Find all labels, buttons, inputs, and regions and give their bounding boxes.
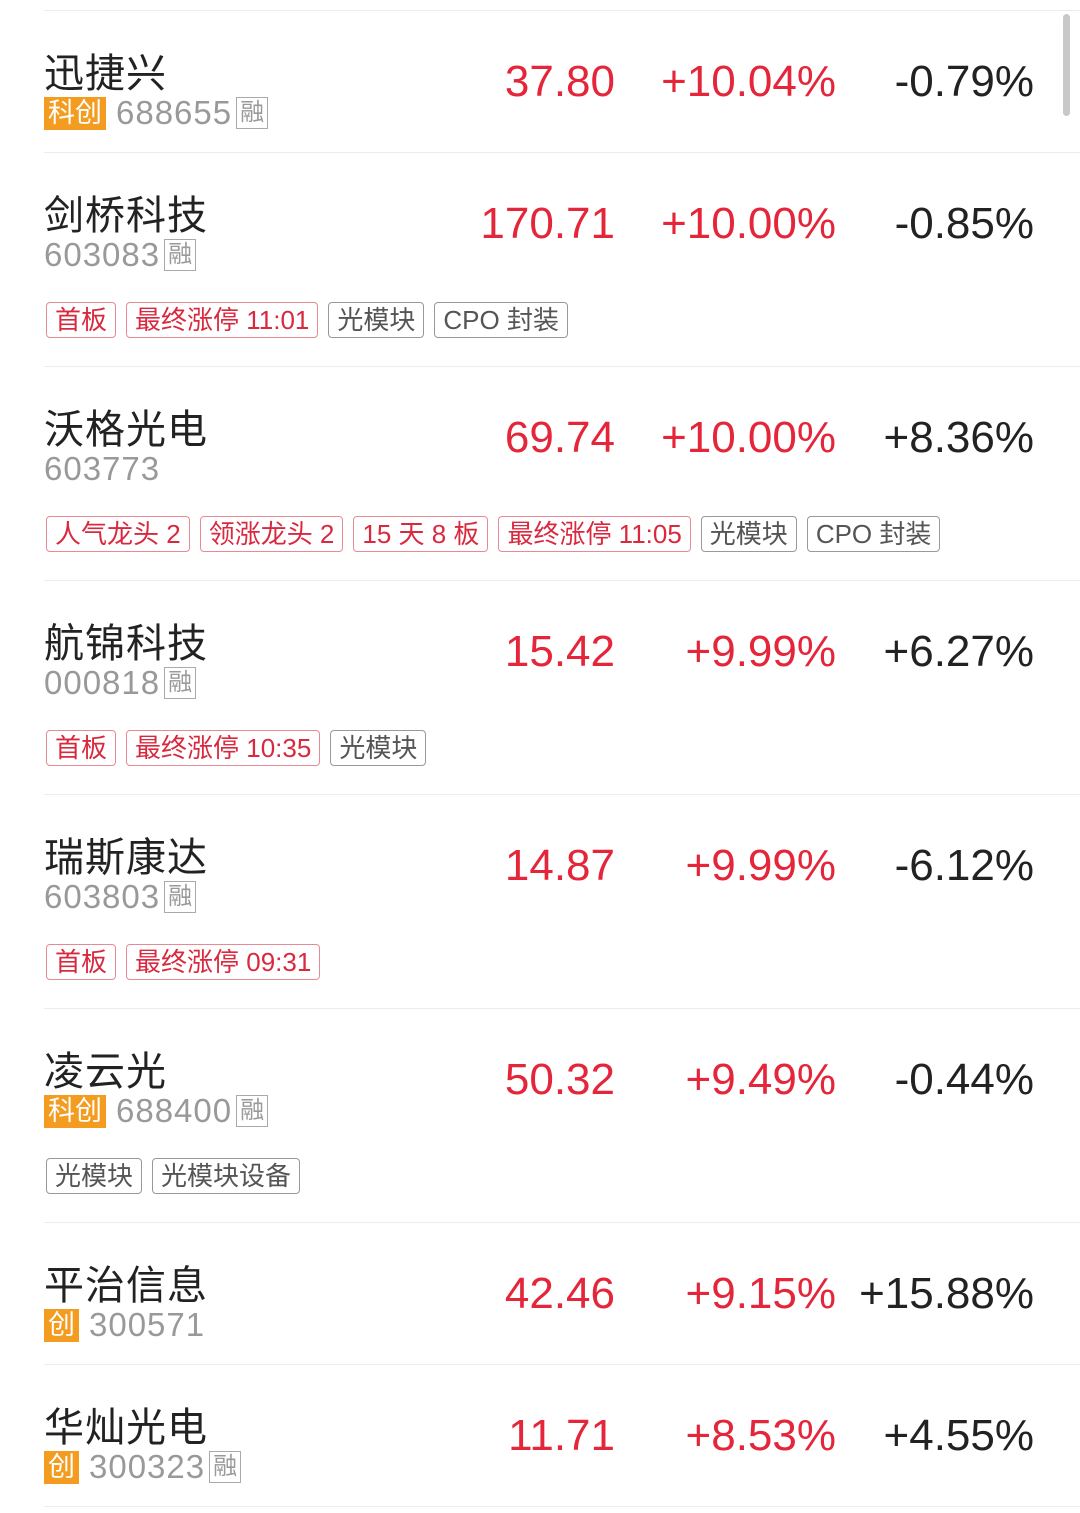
tag[interactable]: 光模块 [700,516,797,552]
change-percent: +10.00% [661,413,836,462]
secondary-percent: +15.88% [859,1269,1034,1318]
code-line: 科创 688655 融 [44,93,269,133]
stock-name: 剑桥科技 [44,194,208,238]
board-badge: 科创 [44,96,106,130]
code-line: 创 300571 [44,1305,205,1345]
tag[interactable]: 人气龙头 2 [46,516,190,552]
margin-badge: 融 [164,667,197,699]
stock-code: 603773 [44,450,161,487]
tag[interactable]: 光模块 [328,302,425,338]
change-percent: +9.99% [685,627,836,676]
change-percent: +10.04% [661,57,836,106]
stock-name: 沃格光电 [44,408,208,452]
change-percent: +10.00% [661,199,836,248]
tag-list: 首板 最终涨停 11:01 光模块 CPO 封装 [46,302,568,338]
code-line: 603083 融 [44,235,197,275]
stock-code: 688655 [116,94,233,131]
stock-row[interactable]: 剑桥科技 603083 融 170.71 +10.00% -0.85% 首板 最终涨停 11:… [44,153,1080,367]
stock-row[interactable]: 平治信息创 300571 42.46 +9.15% +15.88% [44,1223,1080,1365]
stock-name: 航锦科技 [44,622,208,666]
secondary-percent: +6.27% [883,627,1034,676]
tag-list: 首板 最终涨停 09:31 [46,944,321,980]
tag[interactable]: 首板 [46,944,117,980]
stock-code: 603083 [44,236,161,273]
price: 11.71 [508,1411,615,1460]
tag[interactable]: CPO 封装 [434,302,568,338]
board-badge: 创 [44,1308,79,1342]
stock-name: 凌云光 [44,1050,167,1094]
stock-code: 300323 [89,1448,206,1485]
margin-badge: 融 [164,881,197,913]
tag[interactable]: 光模块 [46,1158,143,1194]
price: 50.32 [504,1055,615,1104]
margin-badge: 融 [236,1095,269,1127]
board-badge: 科创 [44,1094,106,1128]
margin-badge: 融 [209,1451,242,1483]
stock-row[interactable]: 迅捷兴 科创 688655 融 37.80 +10.04% -0.79% [44,11,1080,153]
change-percent: +9.49% [685,1055,836,1104]
price: 170.71 [480,199,615,248]
tag[interactable]: 最终涨停 10:35 [126,730,321,766]
price: 69.74 [504,413,615,462]
secondary-percent: -0.79% [894,57,1034,106]
price: 14.87 [504,841,615,890]
tag-list: 人气龙头 2 领涨龙头 2 15 天 8 板最终涨停 11:05 光模块 CPO 封装 [46,516,941,552]
tag[interactable]: 首板 [46,730,117,766]
tag-list: 光模块 光模块设备 [46,1158,301,1194]
board-badge: 创 [44,1450,79,1484]
tag[interactable]: 最终涨停 11:05 [498,516,691,552]
code-line: 603803 融 [44,877,197,917]
stock-list: 迅捷兴 科创 688655 融 37.80 +10.04% -0.79% 剑桥科技 603083… [44,10,1080,1507]
stock-name: 瑞斯康达 [44,836,208,880]
stock-code: 603803 [44,878,161,915]
stock-code: 300571 [89,1306,206,1343]
secondary-percent: -0.44% [894,1055,1034,1104]
secondary-percent: -6.12% [894,841,1034,890]
tag[interactable]: 最终涨停 09:31 [126,944,321,980]
tag[interactable]: 光模块设备 [152,1158,301,1194]
scrollbar[interactable] [1063,14,1070,116]
tag[interactable]: 光模块 [330,730,427,766]
price: 15.42 [504,627,615,676]
tag[interactable]: 15 天 8 板 [353,516,489,552]
stock-name: 平治信息 [44,1264,208,1308]
secondary-percent: +8.36% [883,413,1034,462]
price: 37.80 [504,57,615,106]
change-percent: +9.99% [685,841,836,890]
secondary-percent: +4.55% [883,1411,1034,1460]
stock-row[interactable]: 沃格光电 603773 69.74 +10.00% +8.36% 人气龙头 2 领涨龙头 2… [44,367,1080,581]
tag[interactable]: CPO 封装 [806,516,941,552]
change-percent: +8.53% [685,1411,836,1460]
tag[interactable]: 最终涨停 11:01 [126,302,319,338]
secondary-percent: -0.85% [894,199,1034,248]
margin-badge: 融 [236,97,269,129]
stock-row[interactable]: 航锦科技 000818 融 15.42 +9.99% +6.27% 首板 最终涨停 10:35… [44,581,1080,795]
stock-row[interactable]: 凌云光 科创 688400 融 50.32 +9.49% -0.44% 光模块 光模块设备 [44,1009,1080,1223]
stock-name: 华灿光电 [44,1406,208,1450]
change-percent: +9.15% [685,1269,836,1318]
stock-code: 688400 [116,1092,233,1129]
stock-code: 000818 [44,664,161,701]
margin-badge: 融 [164,239,197,271]
code-line: 603773 [44,449,160,489]
tag[interactable]: 首板 [46,302,117,338]
code-line: 科创 688400 融 [44,1091,269,1131]
stock-name: 迅捷兴 [44,52,167,96]
code-line: 000818 融 [44,663,197,703]
price: 42.46 [504,1269,615,1318]
stock-row[interactable]: 瑞斯康达 603803 融 14.87 +9.99% -6.12% 首板 最终涨停 09:31 [44,795,1080,1009]
code-line: 创 300323 融 [44,1447,242,1487]
tag-list: 首板 最终涨停 10:35 光模块 [46,730,427,766]
stock-row[interactable]: 华灿光电创 300323 融 11.71 +8.53% +4.55% [44,1365,1080,1507]
tag[interactable]: 领涨龙头 2 [199,516,344,552]
